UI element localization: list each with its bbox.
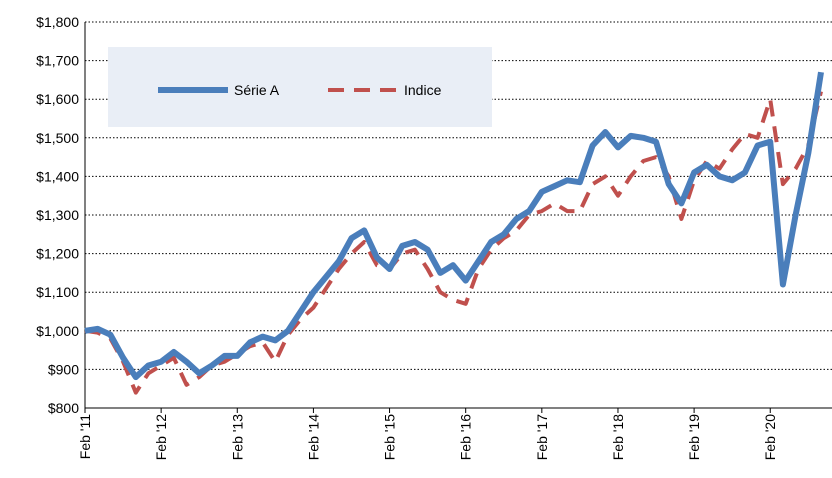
y-tick-label: $1,600 (36, 91, 79, 107)
y-tick-label: $900 (48, 361, 79, 377)
x-tick-label: Feb '20 (762, 414, 778, 460)
y-tick-label: $1,100 (36, 284, 79, 300)
series-line (84, 71, 824, 381)
x-tick-label: Feb '16 (458, 414, 474, 460)
x-tick-label: Feb '14 (305, 414, 321, 460)
y-tick-label: $800 (48, 400, 79, 416)
y-tick-label: $1,300 (36, 207, 79, 223)
y-tick-label: $1,400 (36, 168, 79, 184)
x-tick-label: Feb '15 (382, 414, 398, 460)
y-tick-label: $1,700 (36, 53, 79, 69)
x-tick-label: Feb '13 (229, 414, 245, 460)
legend-label: Indice (404, 82, 442, 98)
x-tick-label: Feb '17 (534, 414, 550, 460)
legend-label: Série A (234, 82, 280, 98)
x-tick-label: Feb '18 (610, 414, 626, 460)
x-tick-label: Feb '11 (77, 414, 93, 459)
y-tick-label: $1,000 (36, 323, 79, 339)
x-tick-label: Feb '12 (153, 414, 169, 460)
y-tick-label: $1,500 (36, 130, 79, 146)
y-tick-label: $1,200 (36, 246, 79, 262)
series-line (84, 91, 823, 395)
x-tick-label: Feb '19 (686, 414, 702, 460)
y-tick-label: $1,800 (36, 14, 79, 30)
